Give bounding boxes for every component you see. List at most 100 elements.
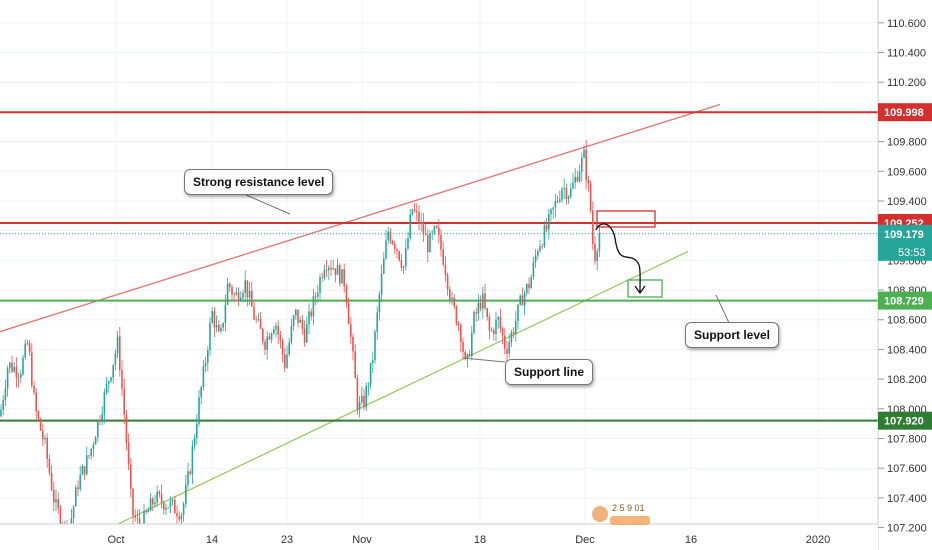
candle-body xyxy=(165,507,167,510)
candle-body xyxy=(581,157,583,172)
candle-body xyxy=(587,179,590,184)
candle-body xyxy=(543,225,546,247)
y-tick-label: 109.600 xyxy=(887,166,927,178)
candle-body xyxy=(367,385,370,387)
candle-body xyxy=(204,362,207,367)
candle-body xyxy=(90,448,92,456)
candle-body xyxy=(321,277,323,279)
candle-body xyxy=(42,430,44,440)
callout-pointer-support-level xyxy=(715,294,731,326)
candle-body xyxy=(211,311,213,323)
candle-body xyxy=(400,260,403,268)
candle-body xyxy=(262,328,264,342)
candle-body xyxy=(156,491,158,503)
y-tick-label: 108.600 xyxy=(887,315,927,327)
drawings xyxy=(245,194,731,363)
projection-arrowhead-icon xyxy=(634,285,646,295)
candle-body xyxy=(510,332,513,343)
y-tick-label: 107.800 xyxy=(887,434,927,446)
candle-body xyxy=(378,294,381,313)
candle-body xyxy=(77,487,79,490)
candle-body xyxy=(46,437,48,460)
candle-body xyxy=(449,289,451,300)
candle-body xyxy=(138,518,141,528)
candle-body xyxy=(167,507,169,509)
candle-body xyxy=(125,415,128,443)
candle-body xyxy=(574,176,576,183)
y-tick-label: 107.200 xyxy=(887,523,927,535)
candle-body xyxy=(420,222,422,224)
candle-body xyxy=(473,312,475,333)
candles xyxy=(0,140,601,550)
candle-body xyxy=(541,246,543,247)
candle-body xyxy=(55,499,57,503)
candle-body xyxy=(504,335,506,349)
candle-body xyxy=(72,506,75,519)
candle-body xyxy=(596,251,598,262)
x-tick-label: Oct xyxy=(107,534,124,546)
candle-body xyxy=(539,246,541,252)
trendlines xyxy=(0,103,721,536)
candle-body xyxy=(407,238,409,249)
candle-body xyxy=(244,280,246,293)
resistance-trendline[interactable] xyxy=(0,103,721,333)
candle-body xyxy=(44,437,46,440)
candle-body xyxy=(26,343,29,345)
candle-body xyxy=(134,515,136,518)
candle-body xyxy=(339,265,341,284)
candle-body xyxy=(132,488,134,516)
candle-body xyxy=(222,322,224,328)
candle-body xyxy=(191,446,194,475)
candle-body xyxy=(499,317,502,329)
candle-body xyxy=(550,209,552,215)
candle-body xyxy=(352,336,354,352)
candle-body xyxy=(50,472,53,490)
candle-body xyxy=(565,187,568,199)
candle-body xyxy=(363,395,365,408)
candle-body xyxy=(493,330,495,334)
candle-body xyxy=(255,319,257,321)
y-tick-label: 110.600 xyxy=(887,18,926,30)
candle-body xyxy=(277,325,279,335)
candle-body xyxy=(427,235,429,253)
candle-body xyxy=(103,392,106,414)
watermark-logo: 2 5 9 01 xyxy=(592,503,650,525)
callout-pointer-support-line xyxy=(462,357,506,363)
candle-body xyxy=(290,326,293,343)
candle-body xyxy=(105,383,108,393)
candle-body xyxy=(592,210,594,244)
candle-body xyxy=(570,188,572,197)
candle-body xyxy=(482,293,484,309)
y-tick-label: 108.200 xyxy=(887,374,927,386)
candle-body xyxy=(185,484,187,504)
candle-body xyxy=(347,302,350,325)
candle-body xyxy=(127,442,130,465)
candle-body xyxy=(88,455,90,457)
candle-body xyxy=(457,323,460,326)
candle-body xyxy=(99,420,101,422)
candle-body xyxy=(312,296,315,317)
candle-body xyxy=(215,324,218,328)
price-axis[interactable] xyxy=(878,0,932,550)
callout-support-line: Support line xyxy=(505,359,593,385)
candle-body xyxy=(526,283,528,294)
candle-body xyxy=(466,354,469,360)
time-axis[interactable] xyxy=(0,524,878,550)
candle-body xyxy=(270,333,273,340)
candle-body xyxy=(281,340,284,355)
support-trendline[interactable] xyxy=(94,250,689,536)
candle-body xyxy=(116,336,119,354)
candle-body xyxy=(389,231,392,242)
projection-arrow xyxy=(595,223,641,293)
candle-body xyxy=(22,357,24,375)
candle-body xyxy=(440,234,442,250)
candle-body xyxy=(231,287,233,295)
candle-body xyxy=(213,311,216,328)
candle-body xyxy=(94,437,97,445)
candle-body xyxy=(299,319,301,323)
resistance-box[interactable] xyxy=(596,210,656,228)
candle-body xyxy=(497,317,499,320)
support-box[interactable] xyxy=(627,279,663,298)
candle-body xyxy=(523,293,526,306)
